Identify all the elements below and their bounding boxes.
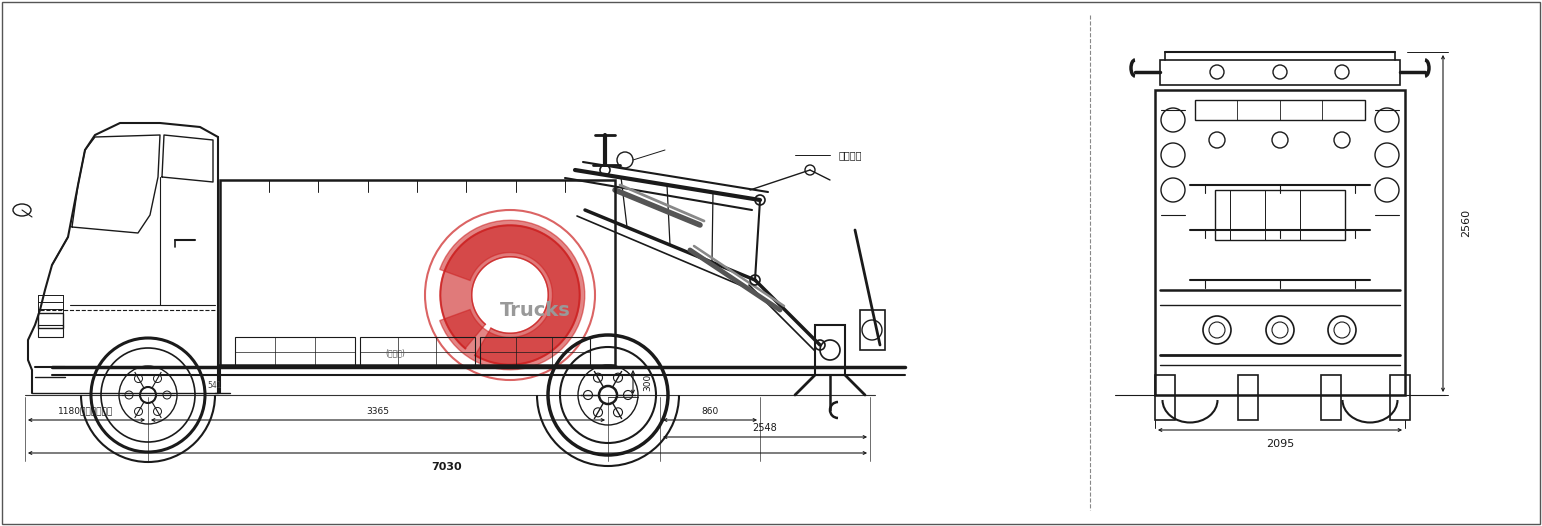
Text: 1180（底盘前悬）: 1180（底盘前悬） — [59, 407, 114, 416]
Polygon shape — [441, 225, 580, 365]
Polygon shape — [439, 220, 584, 370]
Bar — [39, 325, 63, 337]
Text: 3365: 3365 — [367, 407, 390, 416]
Text: 7030: 7030 — [432, 462, 463, 472]
Bar — [221, 180, 615, 365]
Bar — [1321, 375, 1342, 420]
Bar — [1238, 375, 1258, 420]
Bar — [234, 337, 355, 367]
Bar — [1215, 190, 1345, 240]
Text: (电池组): (电池组) — [386, 349, 406, 358]
Bar — [1195, 100, 1365, 120]
Text: 2548: 2548 — [752, 423, 777, 433]
Bar — [1160, 60, 1400, 85]
Bar — [860, 310, 885, 350]
Bar — [1155, 375, 1175, 420]
Text: 300: 300 — [643, 373, 652, 391]
Bar — [359, 337, 475, 367]
Bar — [39, 313, 63, 328]
Text: 2560: 2560 — [1460, 209, 1471, 237]
Text: 2095: 2095 — [1266, 439, 1294, 449]
Text: Trucks: Trucks — [500, 300, 571, 319]
Text: 860: 860 — [702, 407, 719, 416]
Bar — [480, 337, 591, 367]
Bar — [816, 325, 845, 375]
Text: 大小臂手: 大小臂手 — [839, 150, 862, 160]
Bar — [1389, 375, 1409, 420]
Text: 541: 541 — [208, 380, 222, 389]
Bar — [1155, 90, 1405, 395]
